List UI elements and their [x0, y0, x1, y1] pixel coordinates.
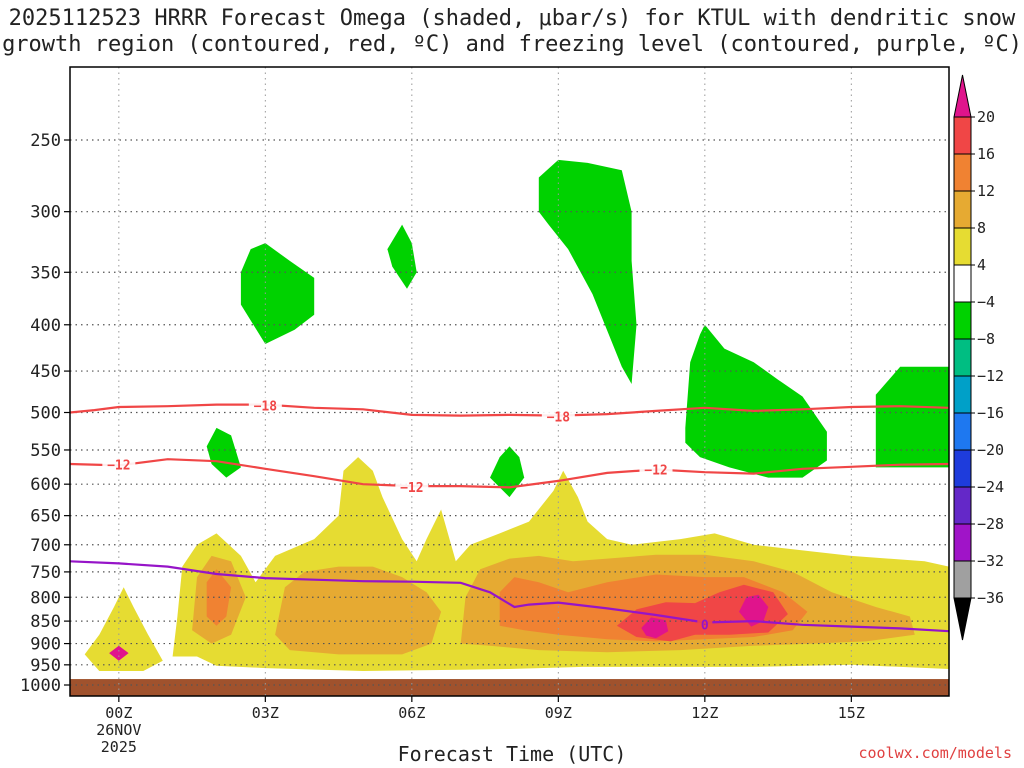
descent-green-2	[387, 224, 417, 289]
x-tick-label-03Z: 03Z	[252, 704, 279, 722]
terrain-fill	[70, 679, 949, 696]
colorbar-label: −8	[977, 330, 995, 348]
y-tick-label-750: 750	[30, 563, 61, 583]
y-tick-label-700: 700	[30, 536, 61, 556]
chart-title-line-1: 2025112523 HRRR Forecast Omega (shaded, …	[8, 6, 1016, 31]
x-axis-title: Forecast Time (UTC)	[397, 742, 627, 766]
colorbar-label: −28	[977, 515, 1004, 533]
colorbar-swatch	[953, 227, 972, 266]
y-tick-label-950: 950	[30, 656, 61, 676]
colorbar-swatch	[953, 449, 972, 488]
colorbar-label: −32	[977, 552, 1004, 570]
colorbar-swatch	[953, 412, 972, 451]
colorbar: 20 16 12 8 4 −4 −8 −12 −16 −20 −24 −28 −32 −36	[953, 74, 1004, 641]
dgz-minus-12-label: −12	[107, 459, 130, 474]
ascent-yellow-1	[84, 587, 163, 671]
dgz-minus-18-line	[70, 403, 949, 417]
y-tick-label-550: 550	[30, 441, 61, 461]
freezing-level-0-label-bg	[697, 616, 713, 632]
chart-title-line-2: growth region (contoured, red, ºC) and f…	[2, 32, 1022, 57]
y-tick-label-500: 500	[30, 404, 61, 424]
grid-layer	[70, 67, 949, 696]
y-tick-label-800: 800	[30, 588, 61, 608]
colorbar-bottom-arrow	[953, 597, 972, 641]
dgz-minus-12-label-bg	[102, 456, 136, 472]
descent-green-7	[875, 366, 949, 468]
colorbar-label: −20	[977, 441, 1004, 459]
x-tick-label-00Z: 00Z	[105, 704, 132, 722]
dgz-minus-18-label: −18	[254, 399, 278, 414]
colorbar-swatch	[953, 190, 972, 229]
descent-green-4	[206, 427, 241, 478]
y-tick-label-650: 650	[30, 507, 61, 527]
colorbar-swatch	[953, 486, 972, 525]
terrain-layer	[70, 679, 949, 696]
y-tick-label-300: 300	[30, 203, 61, 223]
contour-layer: −18 −18 −12 −12 −12 0	[70, 397, 949, 633]
colorbar-label: 12	[977, 182, 995, 200]
y-axis: 250 300 350 400 450 500 550 600 650 700 750 800 850 9…	[20, 131, 70, 696]
colorbar-label: −16	[977, 404, 1004, 422]
y-tick-label-400: 400	[30, 316, 61, 336]
x-tick-label-12Z: 12Z	[691, 704, 718, 722]
x-tick-label-09Z: 09Z	[545, 704, 572, 722]
dgz-minus-18-label-bg	[541, 408, 575, 424]
dgz-minus-12-line	[70, 458, 949, 489]
y-tick-label-450: 450	[30, 362, 61, 382]
y-tick-label-1000: 1000	[20, 676, 61, 696]
ascent-magenta-3	[739, 594, 769, 627]
plot-frame	[69, 66, 950, 697]
colorbar-label: 8	[977, 219, 986, 237]
freezing-level-0-line	[70, 560, 949, 633]
freezing-level-0-label: 0	[701, 618, 709, 633]
descent-green-1	[240, 243, 315, 344]
credit-label: coolwx.com/models	[858, 744, 1012, 762]
colorbar-swatch	[953, 116, 972, 155]
y-tick-label-600: 600	[30, 475, 61, 495]
dgz-minus-12-label: −12	[400, 481, 423, 496]
colorbar-label: 20	[977, 108, 995, 126]
x-tick-label-06Z: 06Z	[398, 704, 425, 722]
ascent-magenta-1	[109, 645, 129, 661]
colorbar-label: −36	[977, 589, 1004, 607]
dgz-minus-18-label: −18	[547, 410, 571, 425]
colorbar-label: 4	[977, 256, 986, 274]
y-tick-label-350: 350	[30, 263, 61, 283]
chart-title: 2025112523 HRRR Forecast Omega (shaded, …	[0, 6, 1024, 58]
y-tick-label-250: 250	[30, 131, 61, 151]
dgz-minus-18-label-bg	[248, 397, 282, 413]
colorbar-label: −24	[977, 478, 1004, 496]
ascent-magenta-2	[641, 617, 669, 639]
y-tick-label-850: 850	[30, 612, 61, 632]
colorbar-label: 16	[977, 145, 995, 163]
y-tick-label-900: 900	[30, 635, 61, 655]
colorbar-top-arrow	[953, 74, 972, 118]
x-tick-date-label: 26NOV	[96, 721, 141, 739]
colorbar-swatch	[953, 375, 972, 414]
ascent-gold-2	[275, 566, 442, 655]
descent-green-6	[685, 324, 827, 478]
dgz-minus-12-label: −12	[644, 463, 667, 478]
colorbar-swatch	[953, 264, 972, 303]
omega-shading-layer	[84, 159, 949, 671]
dgz-minus-12-label-bg	[639, 461, 673, 477]
dgz-minus-12-label-bg	[395, 478, 429, 494]
colorbar-swatch	[953, 153, 972, 192]
colorbar-swatch	[953, 338, 972, 377]
descent-green-5	[490, 446, 525, 498]
colorbar-label: −12	[977, 367, 1004, 385]
x-tick-label-15Z: 15Z	[838, 704, 865, 722]
x-tick-year-label: 2025	[101, 738, 137, 756]
colorbar-swatch	[953, 523, 972, 562]
colorbar-label: −4	[977, 293, 995, 311]
colorbar-swatch	[953, 301, 972, 340]
colorbar-swatch	[953, 560, 972, 599]
